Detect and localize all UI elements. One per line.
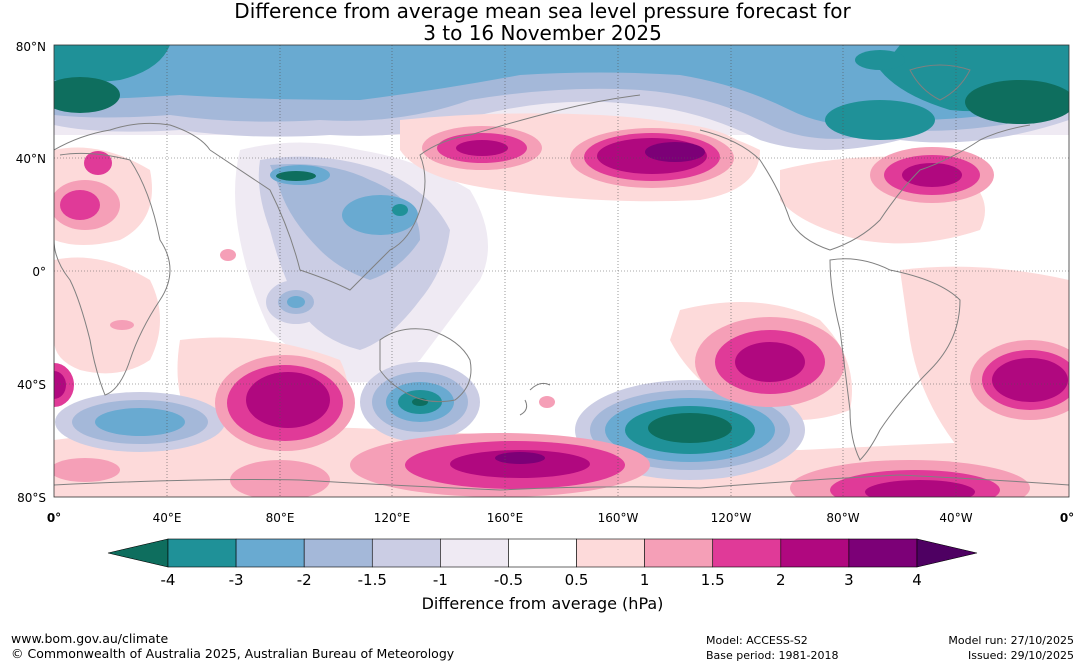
lat-label: 80°S [17, 491, 46, 505]
colorbar-segment [371, 538, 441, 568]
copyright-text: © Commonwealth of Australia 2025, Austra… [11, 646, 455, 661]
base-period: Base period: 1981-2018 [706, 649, 839, 662]
colorbar-segment [303, 538, 373, 568]
latitude-labels: 80°N 40°N 0° 40°S 80°S [16, 40, 46, 505]
colorbar-tick-label: 1 [640, 571, 650, 589]
title-line-1: Difference from average mean sea level p… [234, 0, 851, 23]
footer-left: www.bom.gov.au/climate © Commonwealth of… [11, 631, 454, 661]
website-link[interactable]: www.bom.gov.au/climate [11, 631, 169, 646]
lat-label: 0° [32, 265, 46, 279]
colorbar-arrow-high [916, 538, 978, 568]
australia-coast [379, 328, 472, 403]
asia-coast [209, 94, 641, 291]
colorbar-tick-label: 4 [912, 571, 922, 589]
lat-label: 40°S [17, 378, 46, 392]
south-america-coast [829, 258, 961, 461]
lon-label: 120°W [711, 511, 752, 525]
lon-label: 0° [1060, 511, 1074, 525]
lon-label: 0° [47, 511, 61, 525]
colorbar-tick-label: -4 [161, 571, 176, 589]
africa-coast [54, 152, 171, 396]
footer-dates: Model run: 27/10/2025 Issued: 29/10/2025 [948, 633, 1074, 663]
colorbar-tick-label: -2 [297, 571, 312, 589]
lon-label: 80°W [826, 511, 859, 525]
colorbar-segment [235, 538, 305, 568]
colorbar-tick-label: -3 [229, 571, 244, 589]
colorbar-segment [508, 538, 577, 568]
longitude-labels: 0° 40°E 80°E 120°E 160°E 160°W 120°W 80°… [47, 511, 1074, 525]
map-frame [53, 44, 1070, 498]
model-run-date: Model run: 27/10/2025 [948, 634, 1074, 647]
colorbar-tick-label: -1 [433, 571, 448, 589]
anomaly-map: 80°N 40°N 0° 40°S 80°S 0° 40°E 80°E 120°… [16, 40, 1074, 525]
colorbar-segment [848, 538, 918, 568]
lon-label: 40°W [939, 511, 972, 525]
colorbar-tick-label: 1.5 [701, 571, 725, 589]
europe-coast [54, 122, 211, 151]
antarctica-coast [54, 474, 1069, 491]
colorbar: -4 -3 -2 -1.5 -1 -0.5 0.5 1 1.5 2 3 4 [100, 535, 985, 610]
positive-anomaly-highs [54, 122, 1069, 497]
chart-title: Difference from average mean sea level p… [0, 0, 1085, 44]
north-america-coast [699, 124, 1031, 251]
colorbar-segment [167, 538, 237, 568]
arctic-negative-band [54, 45, 1069, 150]
lon-label: 160°W [598, 511, 639, 525]
colorbar-tick-label: -1.5 [358, 571, 387, 589]
title-line-2: 3 to 16 November 2025 [423, 21, 662, 45]
colorbar-tick-label: 0.5 [565, 571, 589, 589]
colorbar-tick-label: 3 [844, 571, 854, 589]
map-field [54, 45, 1069, 497]
lon-label: 160°E [487, 511, 524, 525]
colorbar-segment [576, 538, 645, 568]
lat-label: 40°N [16, 152, 46, 166]
lat-label: 80°N [16, 40, 46, 54]
lon-label: 120°E [374, 511, 411, 525]
colorbar-segment [780, 538, 850, 568]
colorbar-segment [644, 538, 714, 568]
colorbar-arrow-low [107, 538, 169, 568]
graticule [54, 45, 1069, 497]
lon-label: 80°E [266, 511, 295, 525]
issued-date: Issued: 29/10/2025 [967, 649, 1074, 662]
colorbar-tick-label: -0.5 [494, 571, 523, 589]
map-panel: 80°N 40°N 0° 40°S 80°S 0° 40°E 80°E 120°… [0, 40, 1085, 530]
colorbar-label: Difference from average (hPa) [421, 594, 664, 613]
model-name: Model: ACCESS-S2 [706, 634, 808, 647]
greenland-coast [909, 64, 971, 101]
lon-label: 40°E [153, 511, 182, 525]
colorbar-tick-label: 2 [776, 571, 786, 589]
footer-model-info: Model: ACCESS-S2 Base period: 1981-2018 [706, 633, 838, 663]
colorbar-segment [440, 538, 509, 568]
colorbar-svg: -4 -3 -2 -1.5 -1 -0.5 0.5 1 1.5 2 3 4 [107, 538, 978, 589]
asia-negative-area [235, 142, 488, 383]
colorbar-segment [712, 538, 782, 568]
